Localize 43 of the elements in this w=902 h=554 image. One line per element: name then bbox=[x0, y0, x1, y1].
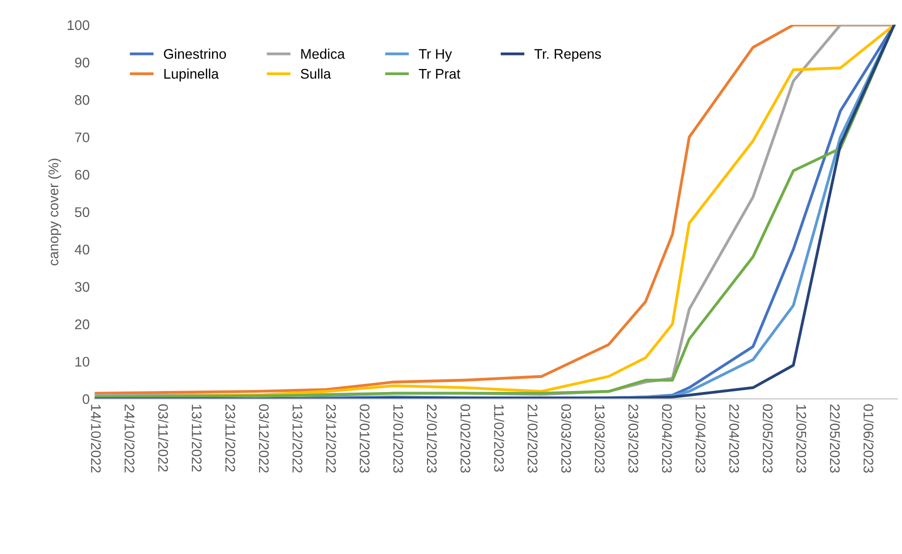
x-tick-label: 21/02/2023 bbox=[528, 404, 538, 473]
y-tick-label: 0 bbox=[82, 394, 90, 404]
x-tick-label: 03/12/2022 bbox=[258, 404, 270, 473]
x-tick-label: 01/02/2023 bbox=[460, 404, 471, 473]
x-tick-label: 02/04/2023 bbox=[662, 404, 672, 473]
x-tick-label: 03/11/2022 bbox=[158, 404, 168, 472]
x-tick-label: 13/03/2023 bbox=[594, 404, 606, 473]
y-tick-label: 40 bbox=[74, 244, 90, 254]
x-tick-label: 01/06/2023 bbox=[864, 404, 874, 473]
y-tick-label: 80 bbox=[75, 95, 90, 105]
x-tick-label: 23/12/2022 bbox=[326, 404, 336, 473]
x-tick-label: 02/01/2023 bbox=[360, 404, 370, 473]
x-tick-label: 23/03/2023 bbox=[628, 404, 639, 473]
x-tick-label: 03/03/2023 bbox=[561, 404, 572, 473]
y-tick-label: 30 bbox=[74, 282, 90, 292]
x-tick-label: 22/05/2023 bbox=[830, 404, 840, 473]
y-axis-title: canopy cover (%) bbox=[48, 158, 62, 266]
legend-label: Sulla bbox=[300, 68, 332, 79]
x-tick-label: 24/10/2022 bbox=[124, 404, 135, 473]
y-tick-label: 50 bbox=[74, 207, 90, 218]
legend-label: Tr Prat bbox=[418, 69, 460, 79]
x-tick-label: 13/11/2022 bbox=[192, 404, 202, 472]
x-tick-label: 11/02/2023 bbox=[494, 404, 504, 472]
x-tick-label: 12/01/2023 bbox=[393, 404, 404, 473]
x-tick-label: 14/10/2022 bbox=[90, 404, 102, 473]
y-tick-label: 100 bbox=[68, 20, 90, 30]
x-tick-label: 13/12/2022 bbox=[292, 404, 303, 473]
y-tick-label: 90 bbox=[75, 58, 90, 68]
legend-label: Lupinella bbox=[164, 68, 219, 82]
x-tick-label: 12/04/2023 bbox=[696, 404, 706, 473]
y-tick-label: 20 bbox=[75, 319, 90, 330]
x-tick-label: 22/01/2023 bbox=[426, 404, 438, 473]
x-tick-label: 23/11/2022 bbox=[225, 404, 236, 472]
legend-label: Tr Hy bbox=[418, 49, 452, 62]
y-tick-label: 10 bbox=[75, 356, 90, 367]
y-tick-label: 60 bbox=[75, 170, 90, 180]
y-tick-label: 70 bbox=[75, 132, 90, 142]
x-tick-label: 22/04/2023 bbox=[729, 404, 740, 473]
x-tick-label: 02/05/2023 bbox=[762, 404, 773, 473]
x-tick-label: 12/05/2023 bbox=[796, 404, 807, 473]
legend-label: Medica bbox=[301, 48, 345, 59]
legend-label: Tr. Repens bbox=[534, 49, 601, 62]
legend-label: Ginestrino bbox=[164, 48, 226, 59]
